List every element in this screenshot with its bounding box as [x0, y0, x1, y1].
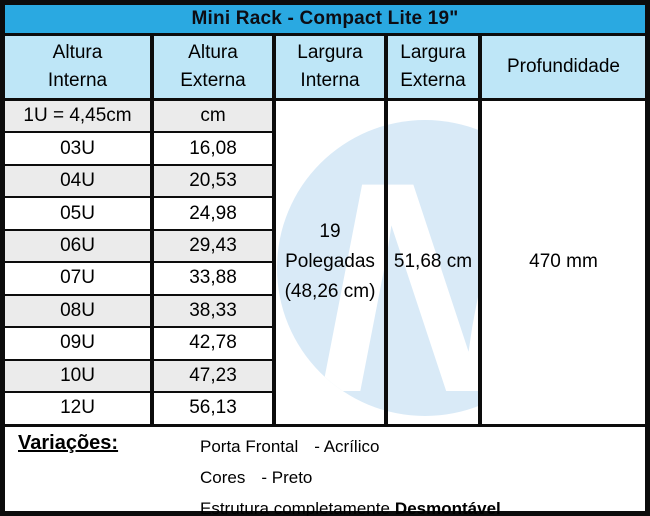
header-line: Altura — [188, 42, 238, 63]
table-cell: 42,78 — [154, 326, 272, 359]
profundidade-cell: 470 mm — [482, 101, 645, 424]
column-header-altura-externa: Altura Externa — [154, 36, 272, 98]
data-grid: 1U = 4,45cm 03U 04U 05U 06U 07U 08U 09U … — [5, 101, 645, 424]
table-cell: 33,88 — [154, 261, 272, 294]
table-cell: 16,08 — [154, 131, 272, 164]
column-header-largura-interna: Largura Interna — [276, 36, 384, 98]
table-cell: 05U — [5, 196, 150, 229]
table-cell: 29,43 — [154, 228, 272, 262]
divider — [478, 101, 482, 424]
header-line: Altura — [52, 42, 103, 63]
variation-value: - Acrílico — [314, 436, 380, 456]
variation-item: Porta Frontal — [200, 436, 299, 456]
profundidade-value: 470 mm — [529, 251, 598, 273]
altura-externa-column: cm 16,08 20,53 24,98 29,43 33,88 38,33 4… — [154, 101, 272, 424]
largura-externa-cell: 51,68 cm — [388, 101, 478, 424]
table-cell: cm — [154, 101, 272, 132]
header-line: Profundidade — [506, 56, 621, 77]
table-cell: 47,23 — [154, 358, 272, 392]
variation-item: Cores — [200, 467, 246, 487]
table-cell: 10U — [5, 358, 150, 392]
table-cell: 09U — [5, 326, 150, 359]
variation-prefix: Estrutura completamente — [200, 498, 390, 516]
table-cell: 08U — [5, 293, 150, 327]
column-header-largura-externa: Largura Externa — [388, 36, 478, 98]
divider — [478, 36, 482, 98]
column-header-altura-interna: Altura Interna — [5, 36, 150, 98]
variations-list: Porta Frontal - Acrílico Cores - Preto E… — [200, 431, 501, 516]
table-cell: 20,53 — [154, 163, 272, 197]
largura-interna-line: Polegadas — [285, 251, 375, 273]
variations-section: Variações: Porta Frontal - Acrílico Core… — [5, 426, 645, 516]
divider — [150, 101, 154, 424]
variation-bold: Desmontável — [394, 498, 501, 516]
header-line: Interna — [300, 70, 360, 91]
data-area: N 1U = 4,45cm 03U 04U 05U 06U 07U 08U 09… — [5, 101, 645, 424]
table-cell: 24,98 — [154, 196, 272, 229]
variation-line-porta-frontal: Porta Frontal - Acrílico — [200, 431, 501, 462]
table-cell: 56,13 — [154, 391, 272, 424]
page-title: Mini Rack - Compact Lite 19" — [5, 5, 645, 33]
header-line: Interna — [47, 70, 108, 91]
variation-line-cores: Cores - Preto — [200, 462, 501, 493]
header-line: Externa — [400, 70, 466, 91]
divider — [272, 36, 276, 98]
largura-externa-value: 51,68 cm — [393, 251, 473, 273]
variations-label: Variações: — [18, 431, 119, 454]
largura-interna-cell: 19 Polegadas (48,26 cm) — [276, 101, 384, 424]
largura-interna-line: (48,26 cm) — [284, 281, 376, 303]
divider — [150, 36, 154, 98]
altura-interna-column: 1U = 4,45cm 03U 04U 05U 06U 07U 08U 09U … — [5, 101, 150, 424]
table-cell: 03U — [5, 131, 150, 164]
table-cell: 07U — [5, 261, 150, 294]
header-line: Largura — [400, 42, 466, 63]
header-line: Externa — [180, 70, 246, 91]
variation-value: - Preto — [261, 467, 313, 487]
divider — [5, 98, 645, 101]
largura-interna-line: 19 — [319, 221, 341, 243]
table-cell: 1U = 4,45cm — [5, 101, 150, 132]
header-line: Largura — [297, 42, 363, 63]
divider — [5, 423, 645, 427]
table-cell: 12U — [5, 391, 150, 424]
divider — [5, 33, 645, 36]
header-row: Altura Interna Altura Externa Largura In… — [5, 36, 645, 98]
divider — [272, 101, 276, 424]
table-cell: 38,33 — [154, 293, 272, 327]
table-cell: 06U — [5, 228, 150, 262]
column-header-profundidade: Profundidade — [482, 36, 645, 98]
table-cell: 04U — [5, 163, 150, 197]
variation-line-estrutura: Estrutura completamente Desmontável — [200, 493, 501, 516]
divider — [384, 101, 388, 424]
divider — [384, 36, 388, 98]
